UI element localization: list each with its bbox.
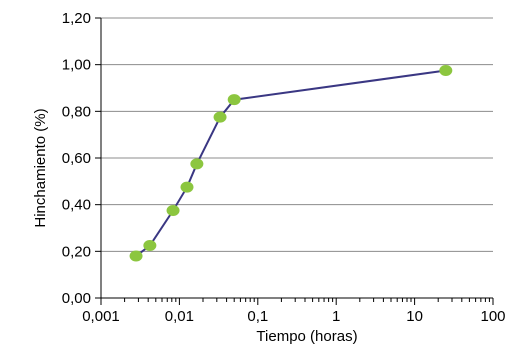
y-tick-label: 0,20	[62, 243, 91, 260]
series-line	[135, 69, 446, 257]
data-point	[180, 181, 194, 193]
y-tick-label: 1,20	[62, 10, 91, 27]
data-point	[439, 65, 453, 76]
x-tick-label: 0,001	[82, 308, 120, 325]
x-tick-label: 100	[480, 308, 505, 325]
x-tick-label: 10	[406, 308, 423, 325]
data-point	[166, 205, 180, 216]
y-tick-label: 1,00	[62, 57, 91, 74]
data-point	[143, 240, 157, 251]
x-tick-label: 1	[332, 308, 340, 325]
data-point	[227, 94, 241, 106]
y-tick-label: 0,60	[62, 150, 91, 167]
x-tick-label: 0,01	[165, 308, 194, 325]
data-point	[213, 111, 227, 123]
y-axis-label: Hinchamiento (%)	[32, 108, 49, 227]
series-polyline	[135, 69, 446, 257]
x-axis-label: Tiempo (horas)	[256, 328, 357, 345]
y-tick-label: 0,40	[62, 197, 91, 214]
data-point	[129, 250, 143, 262]
y-tick-label: 0,80	[62, 103, 91, 120]
data-point	[190, 158, 204, 170]
axes: 0,00 0,20 0,40 0,60 0,80 1,00 1,20 0,001 0,01 0,1…	[62, 10, 506, 325]
y-tick-label: 0,00	[62, 290, 91, 307]
x-tick-label: 0,1	[247, 308, 268, 325]
data-points	[129, 65, 453, 262]
gridlines	[101, 17, 493, 252]
axis-labels: Tiempo (horas) Hinchamiento (%)	[32, 108, 358, 345]
